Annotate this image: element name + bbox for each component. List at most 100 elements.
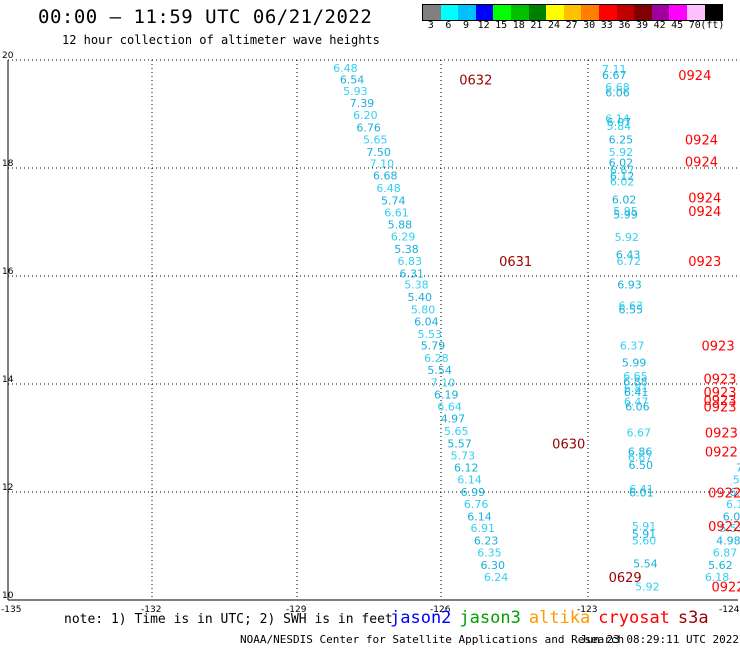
y-tick-label: 20: [2, 51, 14, 61]
swh-value-label: 6.67: [628, 451, 653, 464]
swh-value-label: 6.12: [726, 498, 740, 511]
swh-value-label: 6.48: [333, 62, 358, 75]
swh-value-label: 5.84: [607, 120, 632, 133]
swh-value-label: 5.60: [632, 535, 657, 548]
swh-value-label: 6.83: [398, 255, 423, 268]
legend-swatch: [510, 5, 529, 20]
swh-value-label: 6.14: [467, 510, 492, 523]
swh-value-label: 5.53: [417, 328, 442, 341]
swh-value-label: 5.40: [408, 291, 433, 304]
swh-value-label: 6.14: [605, 112, 630, 125]
x-tick-label: -132: [141, 605, 161, 615]
swh-value-label: 6.06: [605, 86, 630, 99]
pass-time-label: 0923: [703, 386, 736, 401]
swh-value-label: 5.57: [447, 437, 472, 450]
pass-time-label: 0631: [499, 255, 532, 270]
swh-value-label: 5.99: [622, 356, 647, 369]
y-tick-label: 16: [2, 267, 14, 277]
swh-value-label: 7.26: [736, 462, 740, 475]
swh-value-label: 6.30: [481, 559, 506, 572]
swh-value-label: 5.65: [444, 425, 469, 438]
swh-value-label: 6.67: [627, 427, 652, 440]
swh-value-label: 6.02: [610, 176, 635, 189]
pass-time-label: 0923: [703, 394, 736, 409]
footer-credit: NOAA/NESDIS Center for Satellite Applica…: [240, 633, 625, 646]
satellite-legend: jason2 jason3 altika cryosat s3a: [390, 608, 717, 628]
swh-value-label: 6.47: [624, 395, 649, 408]
swh-value-label: 7.11: [602, 63, 627, 76]
swh-value-label: 5.74: [381, 194, 406, 207]
swh-value-label: 6.06: [625, 401, 650, 414]
swh-value-label: 6.48: [376, 182, 401, 195]
pass-time-label: 0924: [685, 133, 718, 148]
swh-value-label: 5.92: [609, 146, 634, 159]
pass-time-label: 0924: [678, 69, 711, 84]
swh-value-label: 6.07: [723, 510, 740, 523]
swh-value-label: 6.68: [605, 81, 630, 94]
satellite-label: s3a: [677, 608, 709, 628]
swh-value-label: 7.10: [370, 158, 395, 171]
y-tick-label: 12: [2, 483, 13, 493]
legend-swatch: [458, 5, 476, 20]
swh-value-label: 6.01: [629, 487, 654, 500]
swh-value-label: 6.68: [373, 170, 398, 183]
swh-value-label: 5.65: [363, 133, 388, 146]
legend-swatch: [581, 5, 599, 20]
legend-label: 39: [635, 20, 649, 31]
x-tick-label: -123: [577, 605, 597, 615]
swh-value-label: 6.14: [457, 474, 482, 487]
swh-value-label: 6.63: [619, 300, 644, 313]
legend-label: 9: [462, 20, 470, 31]
legend-swatch: [669, 5, 687, 20]
satellite-label: jason3: [459, 608, 521, 628]
legend-label: 36: [618, 20, 631, 31]
pass-time-label: 0923: [703, 373, 736, 388]
swh-value-label: 5.95: [613, 205, 638, 218]
swh-value-label: 6.61: [384, 206, 409, 219]
legend-label: 27: [565, 20, 578, 31]
swh-value-label: 6.99: [461, 486, 486, 499]
pass-time-label: 0632: [459, 73, 492, 88]
legend-label: 15: [495, 20, 508, 31]
legend-label: 18: [512, 20, 525, 31]
legend-swatch: [528, 5, 547, 20]
pass-time-label: 0924: [688, 192, 721, 207]
legend-swatch: [493, 5, 511, 20]
chart-title: 00:00 — 11:59 UTC 06/21/2022: [38, 6, 373, 28]
swh-value-label: 5.38: [394, 243, 419, 256]
swh-value-label: 5.73: [451, 449, 476, 462]
swh-value-label: 6.29: [391, 231, 416, 244]
satellite-label: cryosat: [598, 608, 670, 628]
swh-value-label: 4.98: [716, 535, 740, 548]
swh-value-label: 6.72: [617, 255, 642, 268]
swh-value-label: 6.54: [340, 73, 365, 86]
pass-time-label: 0923: [703, 401, 736, 416]
x-tick-label: -126: [430, 605, 451, 615]
swh-value-label: 6.55: [619, 303, 644, 316]
legend-label: 6: [445, 20, 452, 31]
swh-value-label: 5.91: [632, 520, 657, 533]
swh-value-label: 6.20: [353, 109, 378, 122]
swh-value-label: 5.54: [427, 364, 452, 377]
swh-value-label: 6.31: [400, 267, 425, 280]
swh-value-label: 6.02: [609, 157, 634, 170]
swh-value-label: 6.04: [414, 315, 439, 328]
swh-value-label: 6.91: [471, 522, 496, 535]
legend-swatch: [616, 5, 635, 20]
swh-value-label: 5.92: [635, 581, 660, 594]
swh-value-label: 6.64: [437, 401, 462, 414]
swh-value-label: 5.99: [613, 208, 638, 221]
satellite-label: jason2: [390, 608, 452, 628]
legend-label: 42: [653, 20, 666, 31]
swh-value-label: 4.97: [441, 413, 466, 426]
legend-swatch: [598, 5, 617, 20]
pass-time-label: 0629: [609, 571, 642, 586]
swh-value-label: 6.41: [629, 483, 654, 496]
swh-value-label: 5.40: [733, 474, 740, 487]
swh-value-label: 6.50: [629, 459, 654, 472]
swh-value-label: 6.67: [610, 164, 635, 177]
pass-time-label: 0922: [705, 446, 738, 461]
swh-value-label: 6.12: [610, 170, 635, 183]
swh-value-label: 7.39: [350, 97, 375, 110]
